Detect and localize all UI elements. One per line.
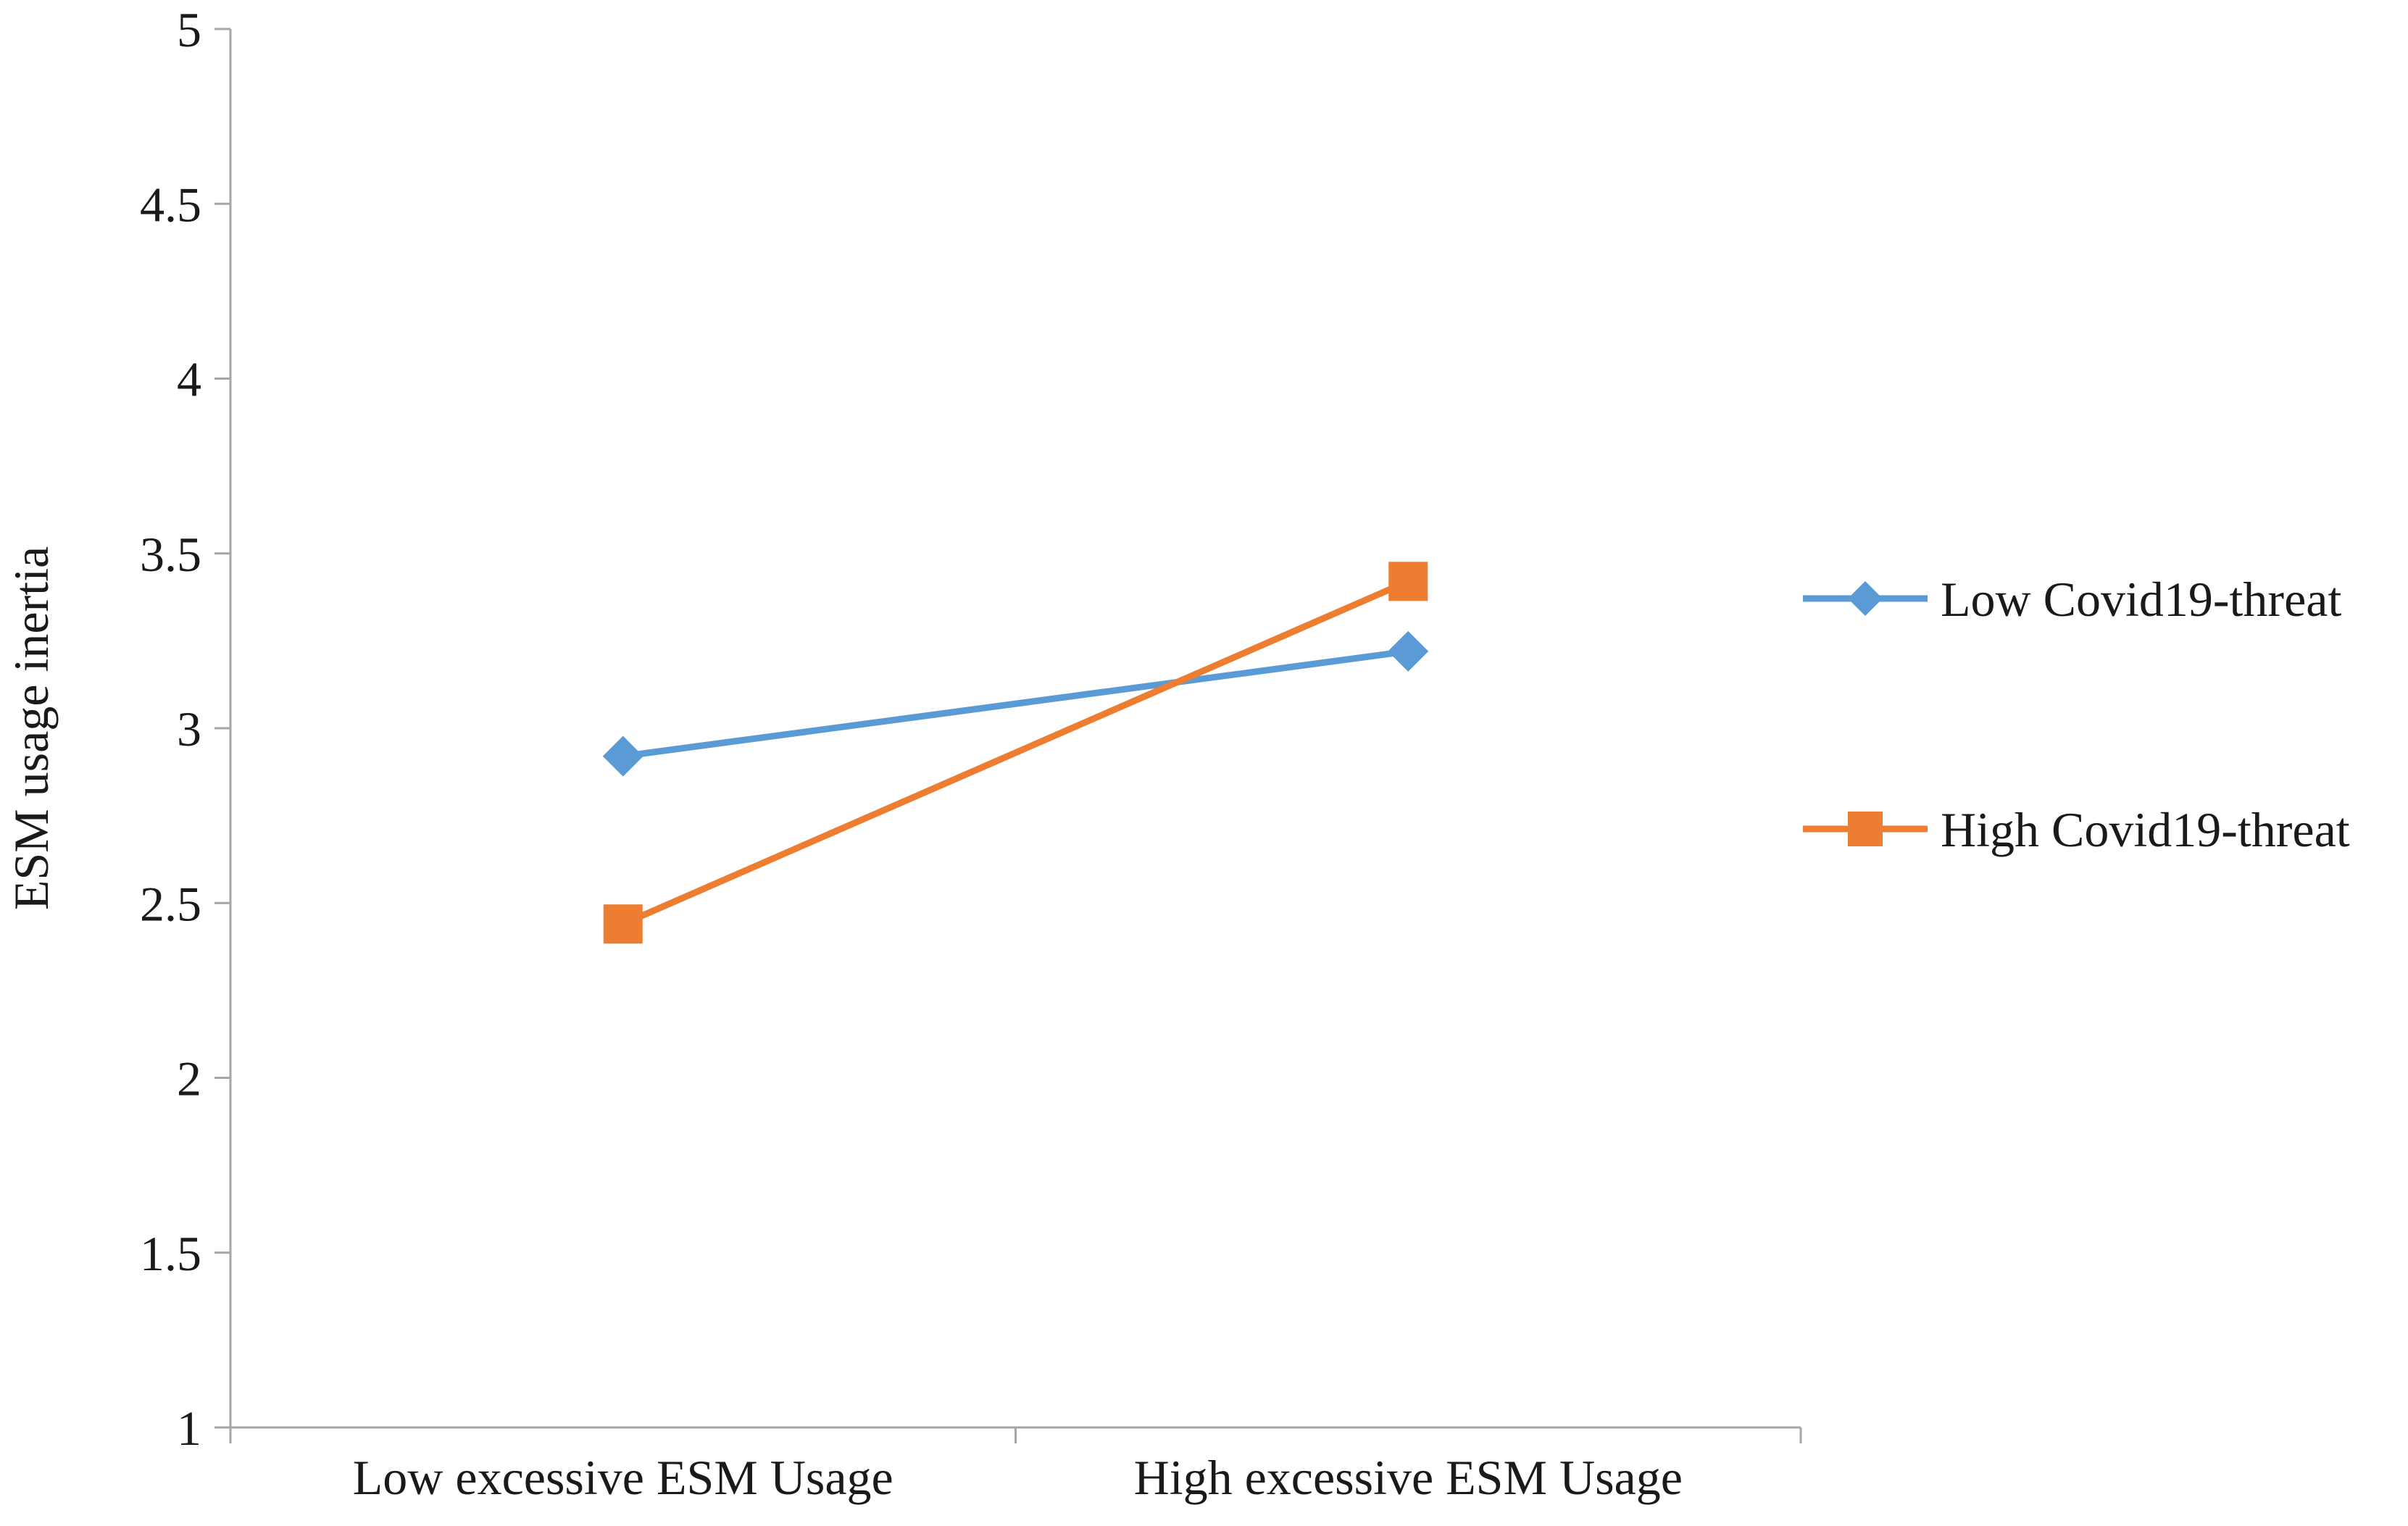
- data-point: [603, 904, 643, 944]
- y-tick-label: 4.5: [140, 177, 201, 232]
- y-tick-label: 5: [177, 2, 201, 57]
- legend-label: High Covid19-threat: [1941, 802, 2350, 857]
- legend-item: High Covid19-threat: [1803, 802, 2350, 857]
- y-tick-label: 1: [177, 1401, 201, 1456]
- series-line: [622, 648, 1409, 760]
- x-category-label: High excessive ESM Usage: [1134, 1450, 1683, 1505]
- y-axis-title: ESM usage inertia: [4, 546, 59, 910]
- series-high-covid19-threat: [603, 562, 1428, 944]
- series-lines: [602, 562, 1429, 944]
- y-axis-ticks: 1 1.5 2 2.5 3 3.5 4 4.5 5: [140, 2, 230, 1456]
- y-tick-label: 4: [177, 352, 201, 407]
- y-tick-label: 2.5: [140, 876, 201, 931]
- legend-item: Low Covid19-threat: [1803, 572, 2341, 627]
- series-line: [621, 578, 1410, 927]
- data-point: [602, 735, 643, 777]
- legend-label: Low Covid19-threat: [1941, 572, 2341, 627]
- legend: Low Covid19-threat High Covid19-threat: [1803, 572, 2350, 857]
- y-tick-label: 2: [177, 1051, 201, 1106]
- y-tick-label: 3.5: [140, 527, 201, 582]
- data-point: [1388, 562, 1428, 601]
- data-point: [1388, 630, 1429, 672]
- legend-marker: [1848, 581, 1883, 616]
- y-tick-label: 1.5: [140, 1226, 201, 1281]
- x-axis-categories: Low excessive ESM Usage High excessive ES…: [229, 1427, 1802, 1505]
- x-category-label: Low excessive ESM Usage: [353, 1450, 893, 1505]
- legend-marker: [1848, 812, 1883, 846]
- axes: [229, 29, 1801, 1429]
- y-tick-label: 3: [177, 701, 201, 756]
- series-low-covid19-threat: [602, 630, 1429, 777]
